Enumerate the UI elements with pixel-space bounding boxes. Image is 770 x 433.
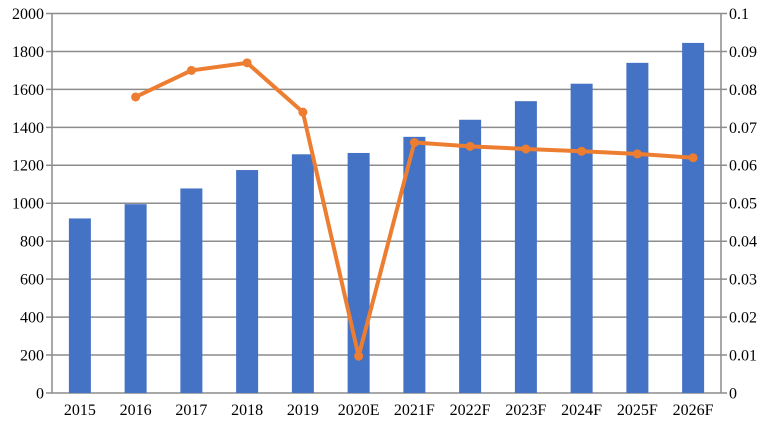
y-axis-right-label: 0.05 (729, 196, 757, 213)
y-axis-left-label: 0 (36, 385, 44, 402)
bar-2016 (124, 204, 147, 393)
trend-point-2024F (577, 146, 587, 156)
bar-2023F (514, 101, 537, 394)
x-axis-label-2019: 2019 (287, 402, 319, 419)
x-axis-label-2024F: 2024F (561, 402, 602, 419)
x-axis-label-2017: 2017 (175, 402, 207, 419)
y-axis-left-label: 800 (20, 234, 44, 251)
x-axis-label-2015: 2015 (64, 402, 96, 419)
y-axis-left-label: 400 (20, 310, 44, 327)
y-axis-right-label: 0.03 (729, 272, 757, 289)
trend-point-2017 (186, 65, 196, 75)
trend-point-2022F (465, 141, 475, 151)
x-axis-label-2022F: 2022F (450, 402, 491, 419)
y-axis-right-label: 0.1 (729, 6, 749, 23)
x-axis-label-2023F: 2023F (505, 402, 546, 419)
x-axis-label-2020E: 2020E (338, 402, 380, 419)
x-axis-label-2018: 2018 (231, 402, 263, 419)
y-axis-left-label: 200 (20, 347, 44, 364)
y-axis-left-label: 2000 (12, 6, 44, 23)
y-axis-right-label: 0.08 (729, 82, 757, 99)
y-axis-left-label: 1800 (12, 44, 44, 61)
y-axis-left-label: 600 (20, 272, 44, 289)
y-axis-right-label: 0.01 (729, 347, 757, 364)
trend-point-2021F (409, 138, 419, 148)
y-axis-right-label: 0.02 (729, 310, 757, 327)
bar-2018 (236, 170, 259, 393)
bar-2021F (403, 136, 426, 393)
trend-point-2020E (354, 351, 364, 361)
x-axis-label-2026F: 2026F (673, 402, 714, 419)
bar-2022F (459, 119, 482, 393)
y-axis-right-label: 0 (729, 385, 737, 402)
bar-2015 (68, 218, 91, 393)
x-axis-label-2016: 2016 (120, 402, 152, 419)
bar-2019 (291, 154, 314, 393)
y-axis-right-label: 0.07 (729, 120, 757, 137)
y-axis-right-label: 0.04 (729, 234, 757, 251)
y-axis-left-label: 1200 (12, 158, 44, 175)
trend-point-2016 (131, 92, 141, 102)
x-axis-label-2021F: 2021F (394, 402, 435, 419)
trend-point-2025F (632, 149, 642, 159)
bar-2026F (682, 42, 705, 393)
trend-point-2019 (298, 107, 308, 117)
y-axis-right-label: 0.09 (729, 44, 757, 61)
y-axis-right-label: 0.06 (729, 158, 757, 175)
y-axis-left-label: 1600 (12, 82, 44, 99)
bar-2017 (180, 188, 203, 393)
y-axis-left-label: 1000 (12, 196, 44, 213)
bar-2024F (570, 83, 593, 394)
bar-2025F (626, 62, 649, 394)
trend-point-2018 (242, 58, 252, 68)
trend-point-2026F (688, 153, 698, 163)
x-axis-label-2025F: 2025F (617, 402, 658, 419)
y-axis-left-label: 1400 (12, 120, 44, 137)
trend-point-2023F (521, 144, 531, 154)
